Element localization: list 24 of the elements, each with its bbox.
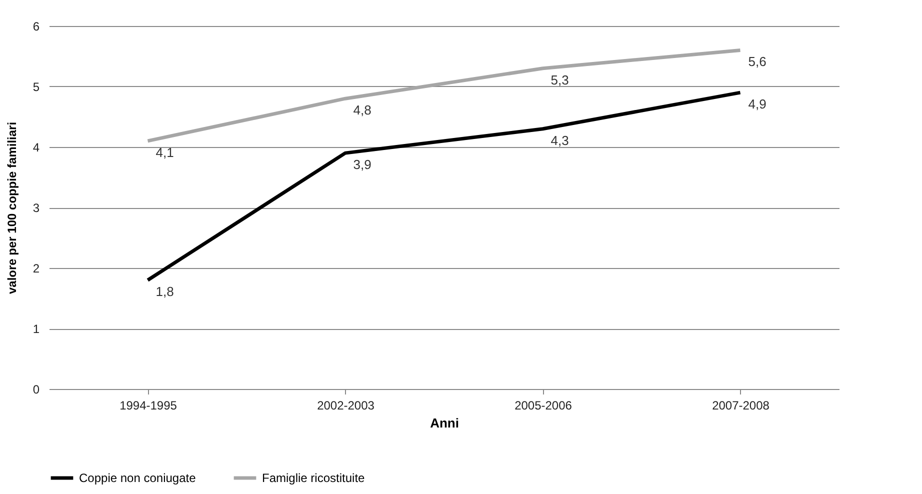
y-tick-label: 6 (32, 20, 40, 34)
x-axis-title: Anni (430, 416, 459, 430)
data-label: 4,3 (550, 132, 569, 148)
x-tick-label: 2002-2003 (317, 398, 375, 412)
data-label: 3,9 (353, 157, 372, 172)
y-axis-title: valore per 100 coppie familiari (4, 122, 19, 294)
x-tick-label: 2007-2008 (712, 398, 770, 412)
legend-label: Famiglie ricostituite (262, 471, 366, 485)
data-label: 5,6 (748, 54, 766, 70)
data-label: 4,8 (353, 102, 372, 118)
data-label: 1,8 (156, 284, 174, 300)
data-label: 5,3 (550, 72, 569, 88)
y-tick-label: 3 (32, 201, 40, 215)
legend-label: Coppie non coniugate (79, 471, 196, 485)
data-label: 4,1 (156, 144, 174, 160)
y-tick-label: 1 (32, 322, 40, 336)
data-label: 4,9 (748, 96, 766, 112)
y-tick-label: 0 (32, 382, 40, 396)
x-tick-label: 1994-1995 (120, 398, 178, 412)
line-series (146, 90, 742, 282)
y-tick-label: 4 (32, 140, 40, 154)
y-tick-label: 2 (32, 262, 40, 276)
y-tick-label: 5 (32, 80, 40, 94)
x-tick-label: 2005-2006 (514, 398, 572, 412)
